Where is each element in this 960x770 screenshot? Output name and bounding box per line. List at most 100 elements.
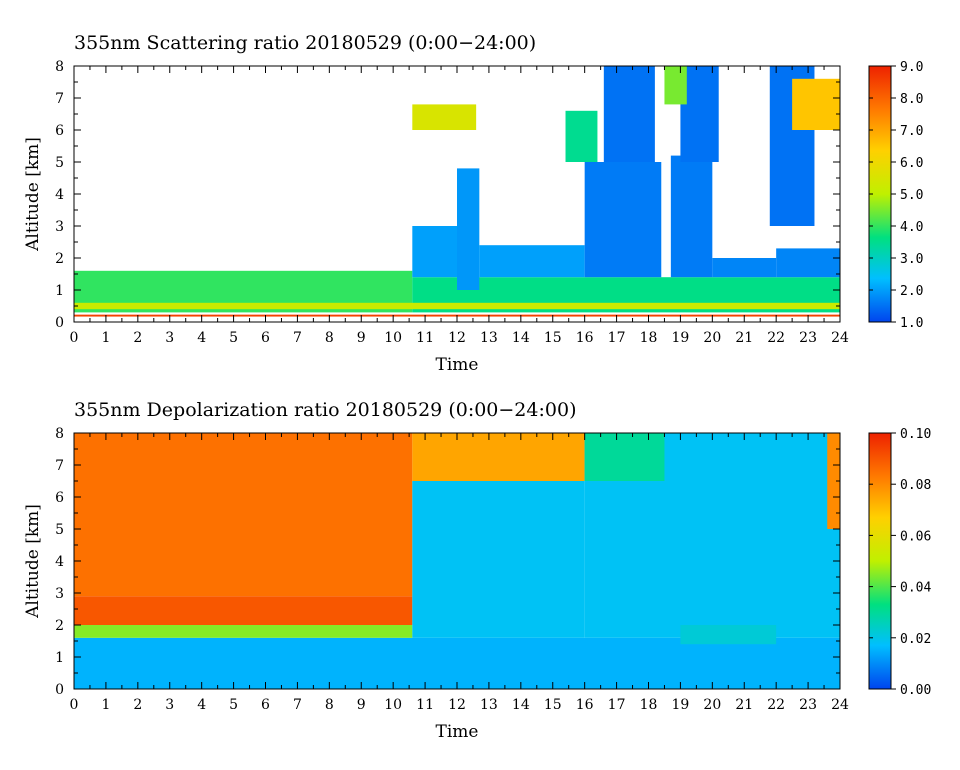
- panel1-xlabel: Time: [436, 355, 479, 375]
- panel2-heatmap: [74, 433, 840, 689]
- heatmap-cell-9: [680, 625, 777, 645]
- heatmap-cell-13: [412, 104, 477, 130]
- x-tick-label: 19: [672, 330, 690, 346]
- x-tick-label: 11: [416, 697, 434, 713]
- panel2-axes: 0 1 2 3 4 5 6 7 8 9 10 11 12 13 14 15 16 17 18 19 20 21 22 23 24…: [55, 426, 849, 713]
- x-tick-label: 3: [165, 697, 174, 713]
- heatmap-cell-7: [584, 433, 665, 481]
- x-tick-label: 3: [165, 330, 174, 346]
- y-tick-label: 8: [55, 59, 64, 75]
- x-tick-label: 0: [70, 697, 79, 713]
- heatmap-cell-2: [74, 302, 840, 310]
- y-tick-label: 2: [55, 251, 64, 267]
- x-tick-label: 13: [480, 697, 498, 713]
- x-tick-label: 14: [512, 330, 530, 346]
- colorbar-tick-label: 8.0: [900, 92, 923, 107]
- heatmap-cell-0: [74, 637, 840, 689]
- panel2-xlabel: Time: [436, 722, 479, 742]
- x-tick-label: 23: [799, 330, 817, 346]
- y-tick-label: 0: [55, 682, 64, 698]
- panel2-colorbar: [868, 432, 892, 690]
- y-tick-label: 8: [55, 426, 64, 442]
- y-tick-label: 5: [55, 522, 64, 538]
- y-tick-label: 4: [55, 187, 64, 203]
- y-tick-label: 6: [55, 490, 64, 506]
- panel2-ylabel: Altitude [km]: [23, 504, 43, 619]
- x-tick-label: 24: [831, 330, 849, 346]
- colorbar-tick-label: 9.0: [900, 60, 923, 75]
- x-tick-label: 6: [261, 697, 270, 713]
- y-tick-label: 5: [55, 155, 64, 171]
- heatmap-cell-8: [712, 258, 777, 278]
- x-tick-label: 16: [576, 330, 594, 346]
- heatmap-cell-7: [670, 155, 713, 278]
- y-tick-label: 6: [55, 123, 64, 139]
- heatmap-cell-3: [74, 433, 413, 597]
- x-tick-label: 7: [293, 330, 302, 346]
- x-tick-label: 13: [480, 330, 498, 346]
- colorbar-tick-label: 0.08: [900, 478, 931, 493]
- colorbar-tick-label: 0.06: [900, 529, 931, 544]
- y-tick-label: 0: [55, 315, 64, 331]
- x-tick-label: 15: [544, 330, 562, 346]
- x-tick-label: 0: [70, 330, 79, 346]
- heatmap-cell-9: [776, 248, 840, 278]
- x-tick-label: 19: [672, 697, 690, 713]
- colorbar-tick-label: 3.0: [900, 252, 923, 267]
- x-tick-label: 8: [325, 697, 334, 713]
- heatmap-cell-6: [584, 162, 662, 278]
- y-tick-label: 3: [55, 219, 64, 235]
- heatmap-cell-4: [457, 168, 480, 290]
- heatmap-cell-5: [412, 433, 585, 481]
- x-tick-label: 17: [608, 697, 626, 713]
- y-tick-label: 1: [55, 283, 64, 299]
- heatmap-cell-16: [664, 66, 687, 105]
- heatmap-cell-11: [680, 66, 719, 162]
- x-tick-label: 17: [608, 330, 626, 346]
- x-tick-label: 12: [448, 330, 466, 346]
- colorbar-tick-label: 0.10: [900, 427, 931, 442]
- y-tick-label: 3: [55, 586, 64, 602]
- x-tick-label: 9: [357, 330, 366, 346]
- y-tick-label: 1: [55, 650, 64, 666]
- y-tick-label: 7: [55, 91, 64, 107]
- panel2-title: 355nm Depolarization ratio 20180529 (0:0…: [74, 399, 576, 421]
- x-tick-label: 2: [133, 330, 142, 346]
- depolarization-ratio-panel: 355nm Depolarization ratio 20180529 (0:0…: [23, 399, 931, 742]
- colorbar-tick-label: 5.0: [900, 188, 923, 203]
- x-tick-label: 22: [767, 330, 785, 346]
- x-tick-label: 23: [799, 697, 817, 713]
- x-tick-label: 21: [735, 330, 753, 346]
- colorbar-tick-label: 6.0: [900, 156, 923, 171]
- x-tick-label: 5: [229, 330, 238, 346]
- x-tick-label: 10: [384, 330, 402, 346]
- x-tick-label: 1: [101, 330, 110, 346]
- x-tick-label: 9: [357, 697, 366, 713]
- panel1-colorbar-ticks: 1.0 2.0 3.0 4.0 5.0 6.0 7.0 8.0 9.0: [869, 60, 923, 331]
- colorbar-tick-label: 1.0: [900, 316, 923, 331]
- x-tick-label: 8: [325, 330, 334, 346]
- x-tick-label: 20: [703, 330, 721, 346]
- x-tick-label: 16: [576, 697, 594, 713]
- x-tick-label: 5: [229, 697, 238, 713]
- x-tick-label: 22: [767, 697, 785, 713]
- heatmap-cell-10: [603, 66, 655, 162]
- colorbar-tick-label: 0.00: [900, 683, 931, 698]
- x-tick-label: 7: [293, 697, 302, 713]
- x-tick-label: 12: [448, 697, 466, 713]
- x-tick-label: 14: [512, 697, 530, 713]
- scattering-ratio-panel: 355nm Scattering ratio 20180529 (0:00−24…: [23, 32, 923, 375]
- panel1-ylabel: Altitude [km]: [23, 137, 43, 252]
- colorbar-tick-label: 7.0: [900, 124, 923, 139]
- y-tick-label: 7: [55, 458, 64, 474]
- y-tick-label: 2: [55, 618, 64, 634]
- x-tick-label: 15: [544, 697, 562, 713]
- heatmap-cell-1: [74, 625, 413, 638]
- colorbar-tick-label: 4.0: [900, 220, 923, 235]
- heatmap-cell-8: [827, 433, 840, 529]
- x-tick-label: 24: [831, 697, 849, 713]
- x-tick-label: 1: [101, 697, 110, 713]
- x-tick-label: 21: [735, 697, 753, 713]
- x-tick-label: 18: [640, 330, 658, 346]
